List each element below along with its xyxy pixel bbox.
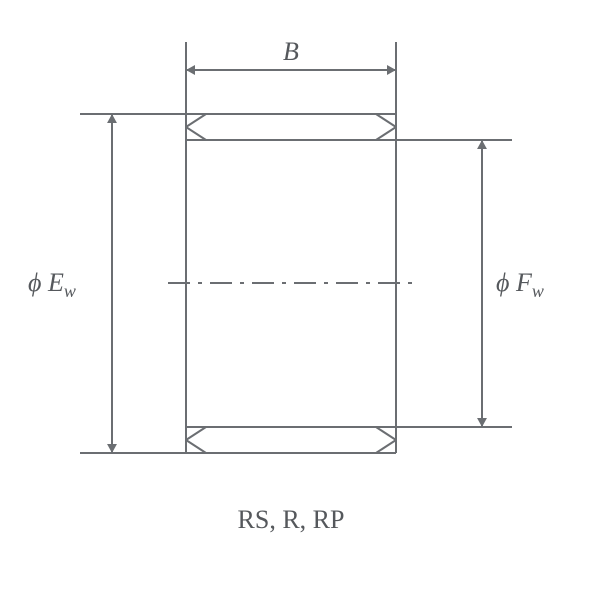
svg-text:ϕ Ew: ϕ Ew	[28, 268, 76, 301]
svg-text:ϕ Fw: ϕ Fw	[496, 268, 544, 301]
svg-text:RS, R, RP: RS, R, RP	[238, 505, 345, 534]
svg-text:B: B	[283, 37, 299, 66]
